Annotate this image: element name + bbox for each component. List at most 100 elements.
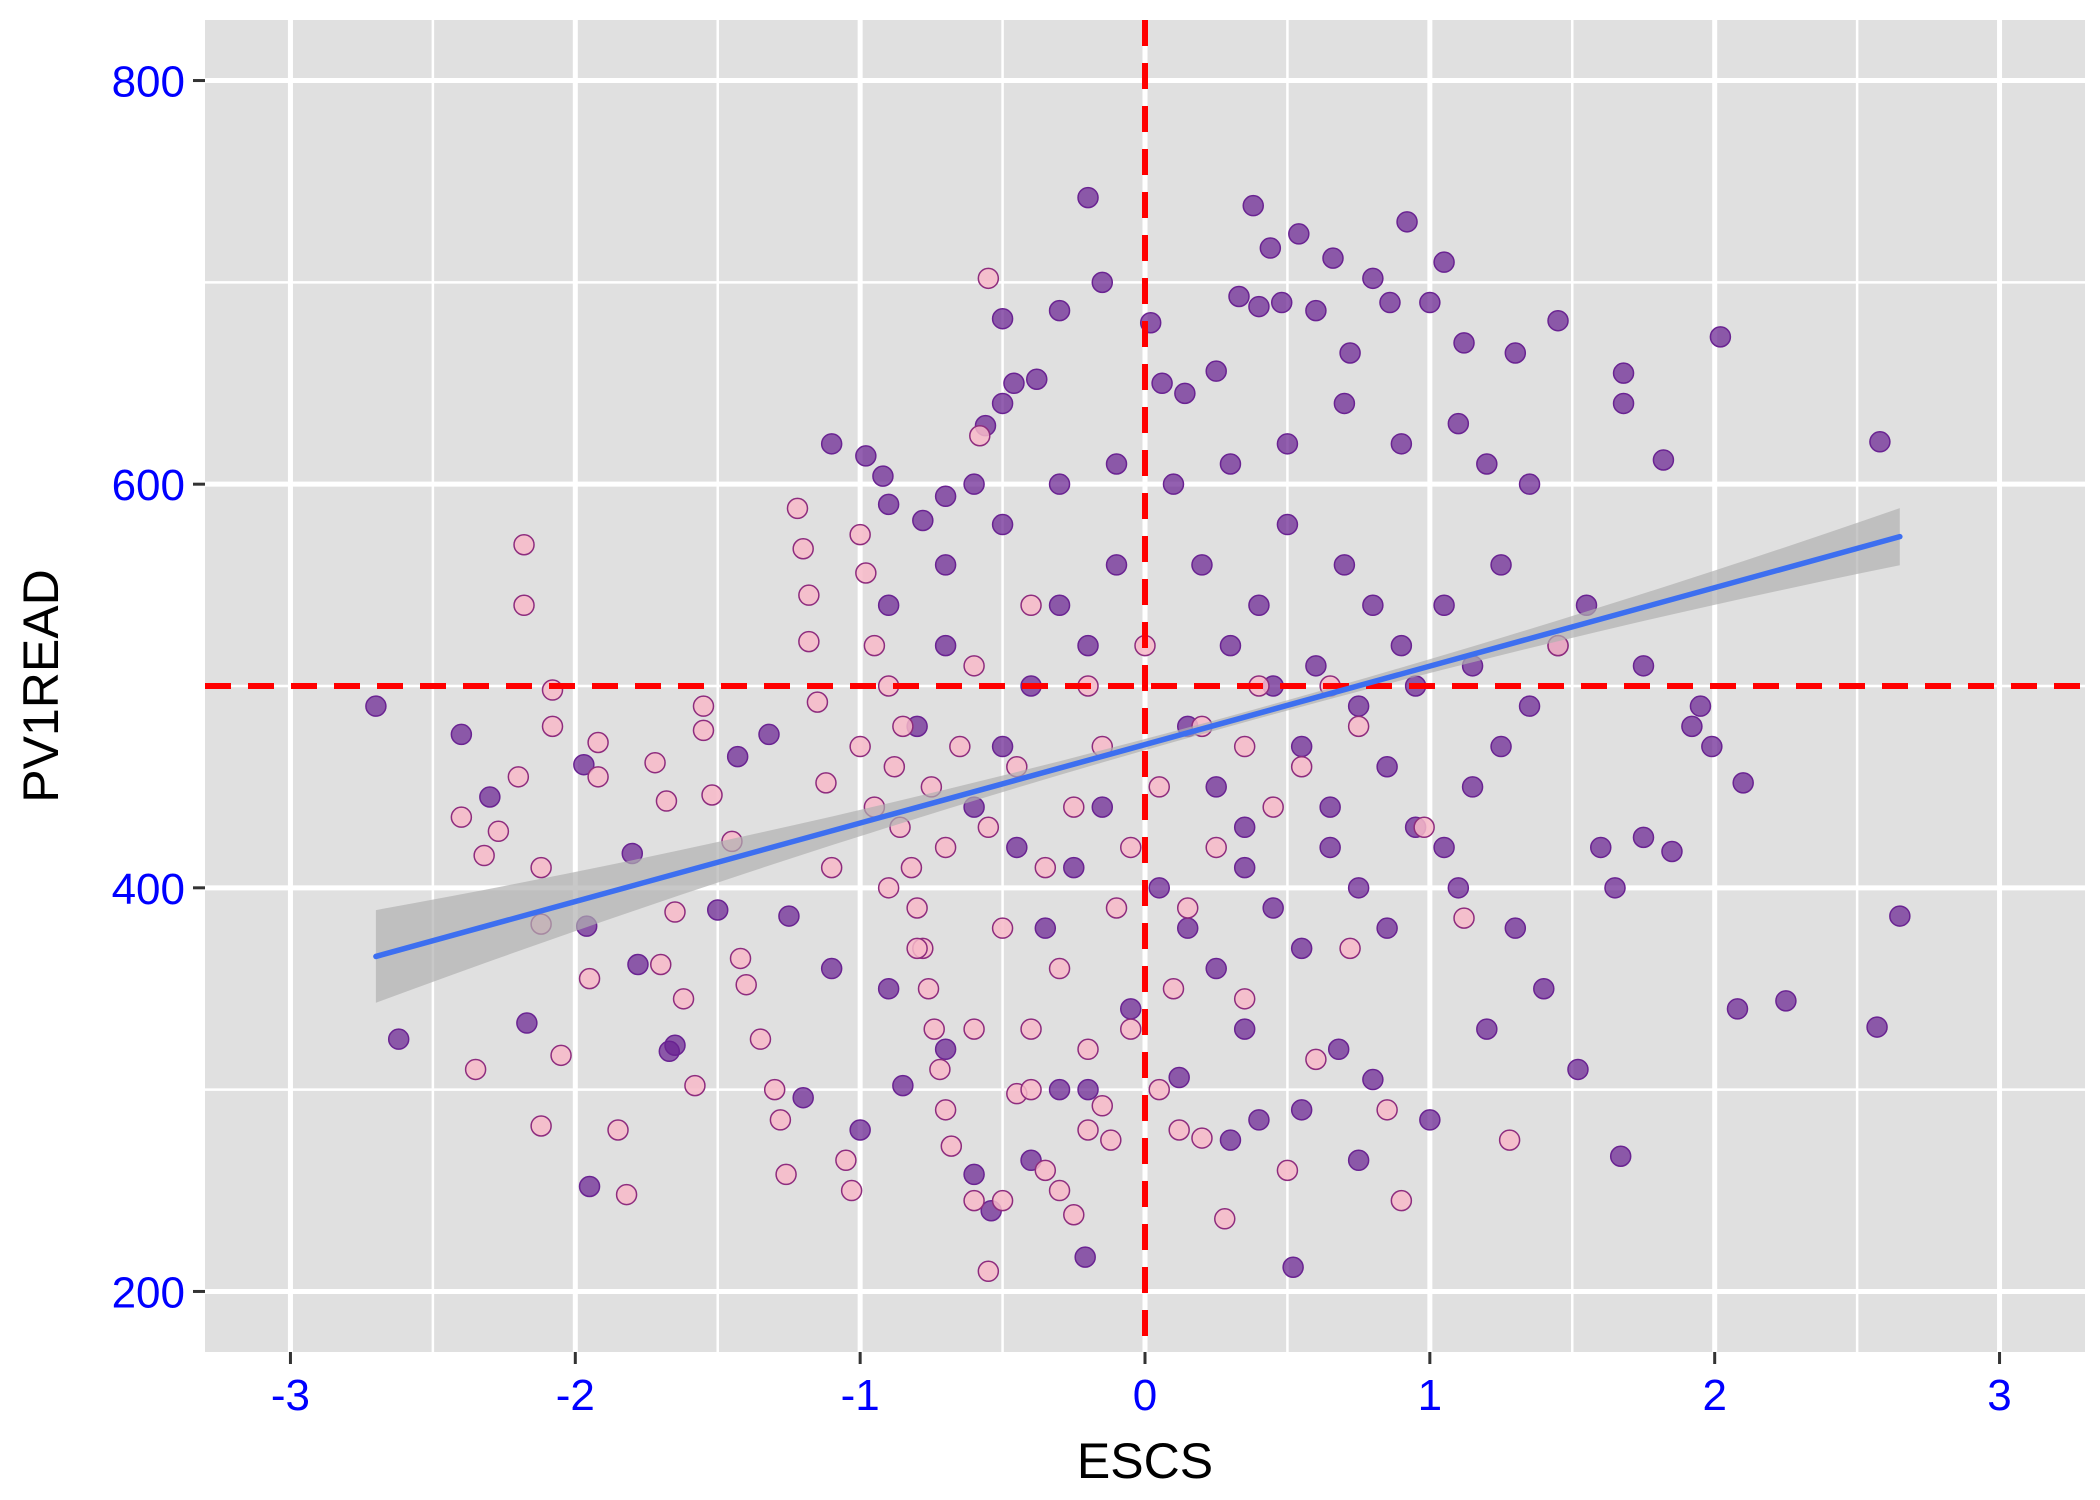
data-point-a (877, 977, 900, 1000)
data-point-b (977, 1260, 1000, 1283)
data-point-b (487, 820, 510, 843)
data-point-b (1148, 1078, 1170, 1101)
data-point-a (1433, 594, 1455, 617)
data-point-a (1889, 905, 1911, 927)
data-point-b (855, 562, 877, 584)
data-point-a (1305, 299, 1327, 322)
data-point-b (1063, 796, 1085, 818)
data-point-b (615, 1183, 638, 1206)
data-point-a (1233, 816, 1256, 839)
data-point-b (541, 715, 564, 738)
data-point-a (1490, 554, 1512, 576)
data-point-a (1205, 360, 1227, 382)
data-point-a (387, 1028, 410, 1050)
axis-ticks: -3 -2 -1 0 1 2 3 200 400 600 800 (112, 58, 2012, 1420)
data-point-b (1233, 735, 1256, 758)
data-point-a (1105, 554, 1128, 576)
data-point-a (1276, 433, 1299, 455)
data-point-b (906, 937, 928, 960)
data-point-b (1034, 856, 1057, 879)
data-point-a (912, 509, 934, 532)
data-point-a (1319, 796, 1341, 818)
data-point-a (1362, 267, 1384, 290)
data-point-a (1390, 634, 1413, 657)
data-point-b (969, 424, 991, 447)
x-tick-label: -3 (271, 1371, 310, 1420)
data-point-b (530, 1115, 552, 1137)
data-point-b (607, 1119, 629, 1141)
data-point-a (963, 473, 985, 495)
data-point-a (1709, 326, 1732, 348)
data-point-b (749, 1028, 772, 1050)
data-point-b (883, 755, 906, 778)
data-point-b (684, 1074, 706, 1097)
data-point-b (763, 1078, 786, 1101)
data-point-b (1077, 1119, 1099, 1141)
data-point-a (1205, 776, 1227, 798)
data-point-b (923, 1018, 945, 1040)
data-point-b (1100, 1129, 1122, 1151)
data-point-a (1290, 937, 1313, 960)
data-point-a (991, 392, 1014, 415)
data-point-b (1290, 755, 1313, 778)
data-point-b (963, 1189, 985, 1212)
data-point-a (849, 1119, 871, 1141)
data-point-a (1362, 594, 1384, 617)
data-point-b (1276, 1159, 1299, 1182)
data-point-b (1191, 1127, 1213, 1149)
data-point-b (977, 816, 1000, 839)
data-point-a (1612, 392, 1635, 415)
data-point-b (949, 735, 971, 758)
data-point-b (644, 751, 666, 774)
data-point-a (1866, 1016, 1888, 1038)
data-point-a (1461, 776, 1484, 798)
data-point-a (1290, 1099, 1313, 1121)
data-point-b (1262, 796, 1284, 818)
data-point-b (977, 267, 1000, 290)
data-point-b (820, 856, 843, 879)
data-point-a (1775, 990, 1797, 1012)
data-point-b (775, 1163, 797, 1186)
data-point-b (729, 947, 752, 970)
data-point-a (1305, 655, 1327, 677)
data-point-a (1433, 836, 1455, 859)
data-point-a (1151, 372, 1173, 395)
data-point-b (1214, 1208, 1236, 1230)
data-point-a (1327, 1038, 1350, 1061)
data-point-a (872, 465, 894, 487)
regression-line (373, 533, 1903, 960)
x-tick-label: 3 (1987, 1371, 2011, 1420)
data-point-a (1176, 917, 1199, 939)
data-point-a (1003, 372, 1025, 395)
data-point-a (1242, 194, 1264, 217)
data-point-a (1063, 856, 1085, 879)
data-point-a (1048, 473, 1071, 495)
data-point-b (1091, 1095, 1114, 1117)
data-point-a (1148, 877, 1170, 899)
data-point-a (778, 905, 800, 927)
data-point-b (877, 877, 900, 899)
data-point-b (1048, 957, 1071, 980)
data-point-b (940, 1135, 963, 1157)
data-point-a (877, 493, 900, 516)
data-point-a (1396, 211, 1418, 233)
data-point-b (1176, 897, 1199, 919)
data-point-a (1362, 1068, 1384, 1091)
data-point-b (917, 977, 940, 1000)
data-point-a (991, 735, 1014, 758)
data-point-b (450, 806, 473, 828)
data-point-a (1048, 299, 1071, 322)
data-point-b (1020, 1018, 1042, 1040)
data-point-a (573, 753, 595, 776)
data-point-b (550, 1044, 572, 1067)
data-point-b (664, 901, 686, 923)
data-point-a (1453, 332, 1475, 354)
data-point-b (840, 1179, 863, 1202)
data-point-b (1048, 1179, 1071, 1202)
data-point-a (1168, 1066, 1190, 1089)
data-point-a (706, 899, 729, 921)
data-point-a (365, 695, 387, 717)
data-point-b (798, 584, 820, 606)
data-point-b (1413, 816, 1435, 839)
